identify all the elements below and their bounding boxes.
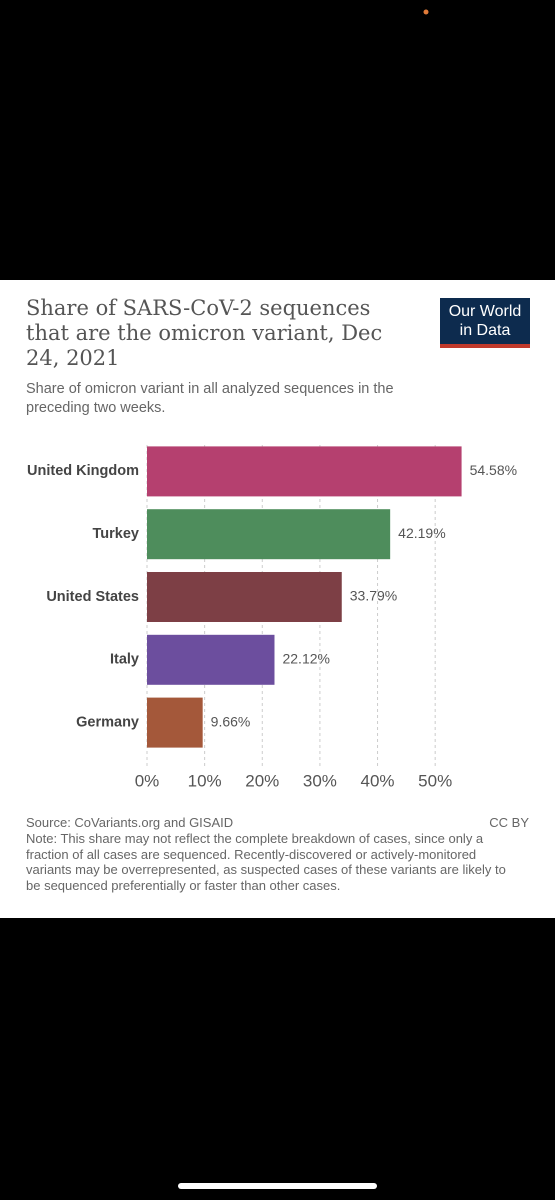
license: CC BY — [489, 815, 529, 830]
source: Source: CoVariants.org and GISAID — [26, 815, 234, 830]
chart-subtitle: Share of omicron variant in all analyzed… — [26, 381, 394, 416]
logo: Our World in Data — [440, 298, 530, 348]
chart-title: Share of SARS-CoV-2 sequences that are t… — [26, 296, 383, 370]
logo-line: Our World — [448, 303, 522, 320]
home-indicator — [178, 1183, 377, 1189]
status-dot — [423, 9, 429, 15]
logo-line: in Data — [459, 322, 511, 339]
note: Note: This share may not reflect the com… — [26, 831, 506, 893]
